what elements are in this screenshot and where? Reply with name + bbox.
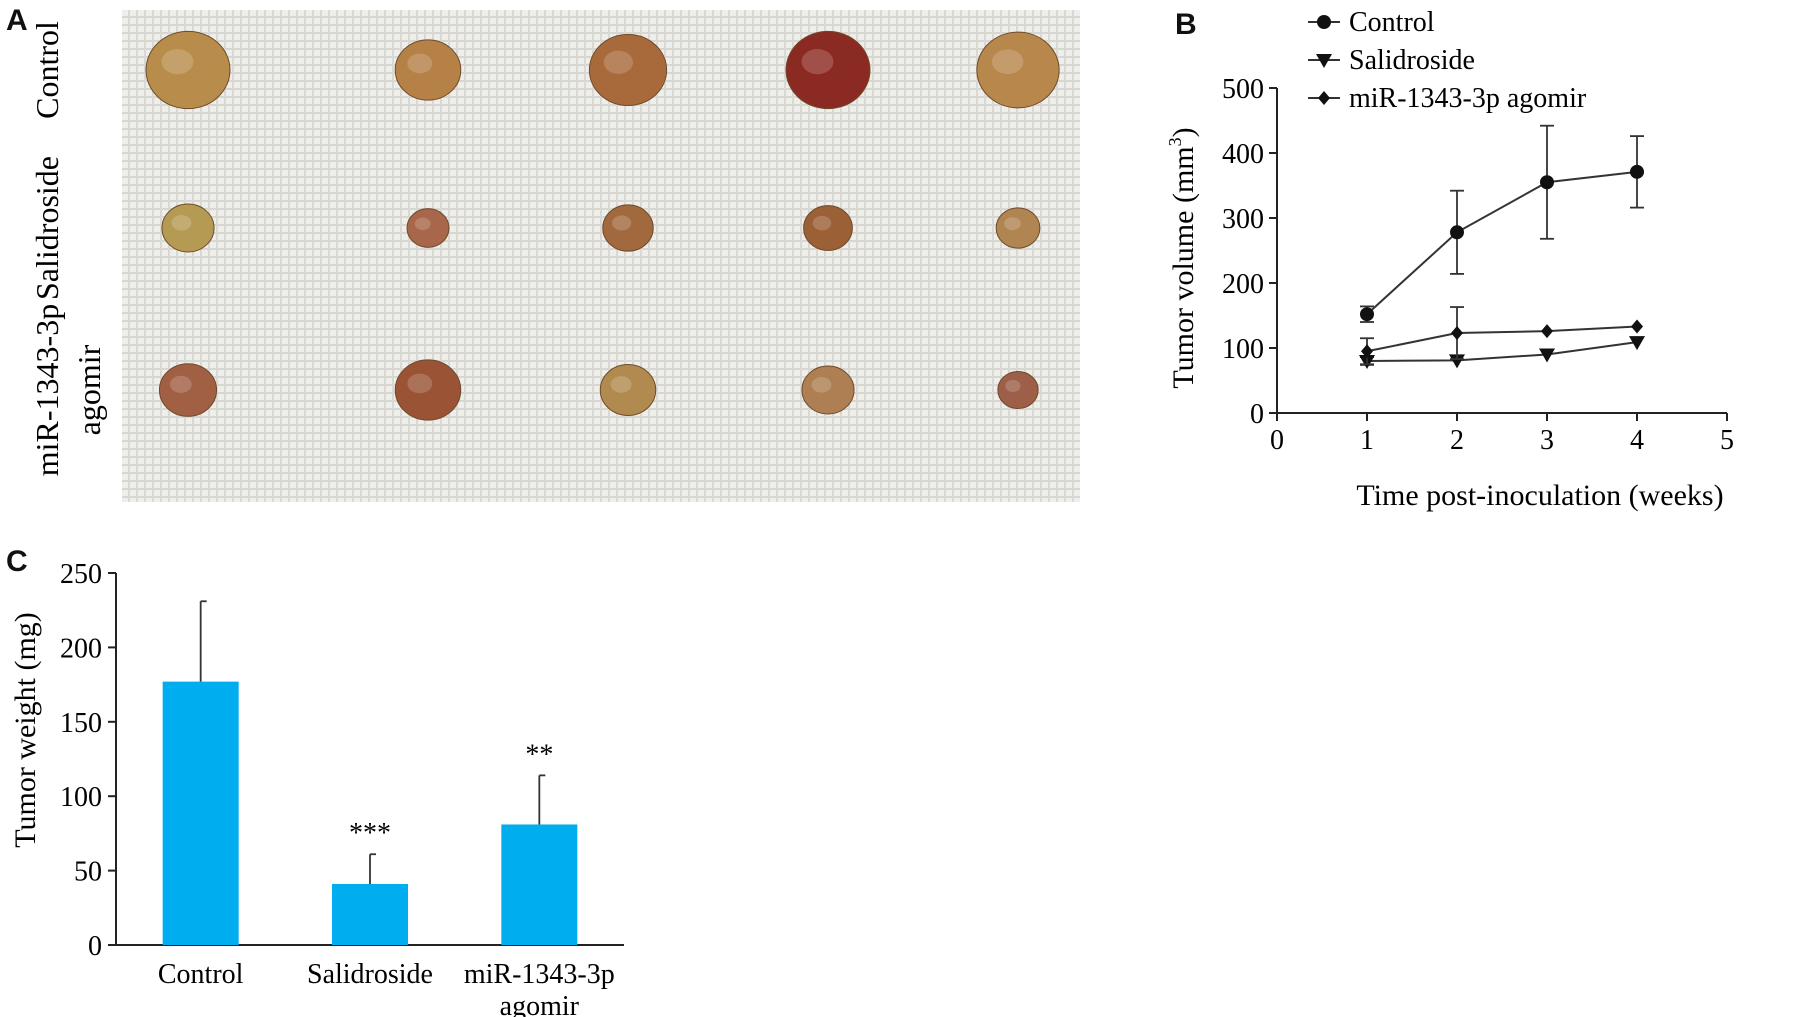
line-y-tick-label: 100: [1222, 334, 1264, 365]
tumor-highlight: [1005, 379, 1021, 393]
tumor-highlight: [812, 215, 832, 231]
significance-marker: **: [525, 739, 553, 770]
data-point: [1360, 307, 1374, 322]
tumor-sample: [145, 30, 231, 110]
line-x-tick-label: 2: [1450, 425, 1464, 456]
line-x-tick-label: 5: [1720, 425, 1734, 456]
tumor-sample: [801, 365, 855, 415]
tumor-sample: [803, 205, 853, 251]
data-point: [1630, 164, 1644, 179]
line-x-tick-label: 4: [1630, 425, 1644, 456]
bar-category-label: Control: [158, 959, 244, 990]
tumor-sample: [976, 31, 1060, 109]
line-series-path: [1366, 341, 1638, 362]
panel-b-label: B: [1175, 8, 1197, 41]
data-point: [1540, 175, 1554, 190]
bar-y-tick-label: 200: [60, 633, 102, 664]
bar: [162, 681, 239, 945]
photo-row-label: Control: [29, 21, 65, 119]
legend-label: Salidroside: [1349, 45, 1475, 76]
tumor-highlight: [612, 215, 632, 231]
data-point: [1541, 324, 1553, 339]
tumor-highlight: [811, 376, 832, 393]
tumor-sample: [394, 359, 462, 421]
tumor-highlight: [801, 49, 834, 75]
legend-marker: [1318, 91, 1330, 105]
bar-y-tick-label: 0: [88, 931, 102, 962]
tumor-photo-panel: Control Salidroside miR-1343-3p agomir: [29, 10, 1080, 502]
bar-y-tick-label: 150: [60, 708, 102, 739]
tumor-highlight: [171, 214, 192, 231]
bar: [501, 824, 578, 945]
line-y-tick-label: 0: [1250, 399, 1264, 430]
bar-category-label: Salidroside: [307, 959, 433, 990]
tumor-sample: [161, 203, 215, 253]
data-point: [1449, 354, 1465, 369]
tumor-highlight: [610, 376, 632, 393]
bar-y-tick-label: 50: [74, 857, 102, 888]
tumor-sample: [997, 370, 1039, 410]
bar-category-label: miR-1343-3p: [464, 959, 615, 990]
tumor-highlight: [161, 49, 194, 75]
tumor-highlight: [414, 217, 431, 231]
bar-y-tick-label: 250: [60, 559, 102, 590]
tumor-sample: [406, 208, 450, 248]
tumor-sample: [588, 33, 668, 107]
tumor-highlight: [407, 53, 433, 74]
tumor-volume-chart: 0 1 2 3 4 5 0 100 200 300 400 500 Control Salidrosid…: [1165, 7, 1734, 512]
tumor-sample: [995, 207, 1041, 249]
tumor-sample: [599, 363, 657, 417]
line-series-path: [1366, 170, 1638, 315]
data-point: [1451, 326, 1463, 341]
line-y-axis-label: Tumor volume (mm3): [1165, 127, 1200, 388]
legend-marker: [1316, 54, 1332, 68]
line-y-tick-label: 200: [1222, 269, 1264, 300]
line-x-tick-label: 1: [1360, 425, 1374, 456]
tumor-highlight: [407, 373, 433, 394]
legend-marker: [1317, 15, 1331, 29]
data-point: [1361, 344, 1373, 359]
panel-c-label: C: [6, 545, 28, 578]
tumor-highlight: [992, 49, 1024, 75]
line-series-path: [1366, 325, 1638, 353]
bar-y-axis-label: Tumor weight (mg): [9, 612, 42, 848]
line-x-axis-label: Time post-inoculation (weeks): [1356, 479, 1723, 512]
tumor-highlight: [170, 375, 192, 393]
line-x-tick-label: 0: [1270, 425, 1284, 456]
photo-row-label: agomir: [71, 344, 107, 435]
legend-label: Control: [1349, 7, 1435, 38]
bar: [332, 883, 408, 945]
tumor-sample: [394, 39, 462, 101]
tumor-sample: [602, 204, 654, 252]
line-y-tick-label: 300: [1222, 204, 1264, 235]
data-point: [1631, 319, 1643, 334]
line-y-tick-label: 400: [1222, 139, 1264, 170]
tumor-sample: [785, 30, 871, 110]
data-point: [1539, 348, 1555, 363]
photo-row-label: Salidroside: [29, 156, 65, 300]
tumor-highlight: [1004, 217, 1021, 231]
line-y-tick-label: 500: [1222, 74, 1264, 105]
tumor-sample: [158, 363, 218, 417]
tumor-highlight: [603, 50, 634, 74]
legend-label: miR-1343-3p agomir: [1349, 83, 1587, 114]
significance-marker: ***: [349, 818, 391, 849]
line-x-tick-label: 3: [1540, 425, 1554, 456]
panel-a-label: A: [6, 4, 28, 37]
tumor-weight-chart: 0 50 100 150 200 250 Control *** Salidroside ** m…: [9, 559, 624, 1017]
bar-y-tick-label: 100: [60, 782, 102, 813]
data-point: [1629, 336, 1645, 351]
data-point: [1450, 225, 1464, 240]
photo-row-label: miR-1343-3p: [29, 304, 65, 476]
bar-category-label: agomir: [500, 991, 580, 1017]
